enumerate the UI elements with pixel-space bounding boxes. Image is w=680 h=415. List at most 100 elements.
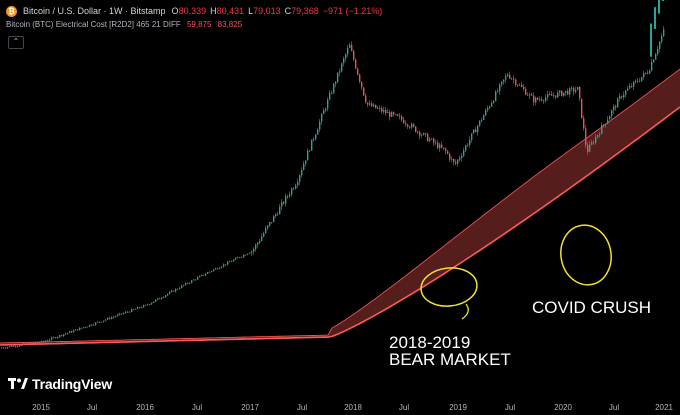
candle-body: [361, 81, 363, 88]
candle-body: [295, 185, 297, 189]
candle-body: [49, 339, 51, 341]
collapse-legend-button[interactable]: ⌃: [8, 36, 24, 49]
candle-body: [261, 236, 263, 241]
x-tick: Jul: [608, 403, 620, 412]
candle-body: [391, 112, 393, 117]
candle-body: [409, 126, 411, 128]
candle-body: [93, 324, 95, 326]
candle-body: [631, 86, 633, 87]
candle-body: [421, 134, 423, 136]
indicator-legend[interactable]: Bitcoin (BTC) Electrical Cost [R2D2] 465…: [6, 20, 242, 29]
candle-body: [301, 169, 303, 176]
candle-body: [529, 94, 531, 96]
candle-body: [197, 277, 199, 280]
candle-body: [603, 124, 605, 126]
x-tick: Jul: [504, 403, 516, 412]
candle-body: [439, 144, 441, 149]
candle-body: [267, 225, 269, 229]
candle-body: [167, 293, 169, 296]
candle-body: [321, 113, 323, 122]
candle-body: [461, 155, 463, 159]
candle-body: [333, 83, 335, 93]
candle-body: [431, 138, 433, 140]
candle-body: [169, 291, 171, 294]
time-axis[interactable]: 2015 Jul 2016 Jul 2017 Jul 2018 Jul 2019…: [0, 400, 680, 415]
candle-body: [5, 347, 7, 349]
candle-body: [257, 242, 259, 245]
candle-body: [503, 79, 505, 82]
candle-body: [479, 120, 481, 126]
candle-body: [71, 331, 73, 333]
candle-body: [543, 100, 545, 102]
candle-body: [650, 23, 652, 57]
candle-body: [199, 275, 201, 278]
x-tick: Jul: [86, 403, 98, 412]
candle-body: [21, 344, 23, 346]
candle-body: [59, 335, 61, 337]
price-chart[interactable]: [0, 0, 680, 400]
candle-body: [241, 256, 243, 258]
candle-body: [91, 324, 93, 326]
candle-body: [189, 282, 191, 284]
candle-body: [175, 289, 177, 292]
candle-body: [215, 268, 217, 270]
covid-crush-circle: [560, 224, 612, 286]
candle-body: [475, 129, 477, 133]
candle-body: [207, 272, 209, 274]
candle-body: [425, 133, 427, 135]
candle-body: [161, 297, 163, 299]
candle-body: [107, 317, 109, 320]
candle-body: [447, 151, 449, 154]
candle-body: [255, 244, 257, 250]
tradingview-wordmark: TradingView: [32, 376, 113, 392]
candle-body: [305, 160, 307, 164]
candle-body: [615, 106, 617, 108]
candle-body: [489, 106, 491, 109]
candle-body: [281, 202, 283, 207]
candle-body: [627, 88, 629, 91]
x-tick: 2021: [655, 403, 673, 412]
candle-body: [45, 340, 47, 342]
tradingview-logo[interactable]: TradingView: [8, 376, 112, 392]
candle-body: [459, 158, 461, 160]
high-value: 80,431: [216, 6, 245, 16]
candle-body: [81, 327, 83, 329]
symbol-title[interactable]: Bitcoin / U.S. Dollar · 1W · Bitstamp: [23, 6, 166, 16]
candle-body: [413, 124, 415, 127]
x-tick: 2019: [449, 403, 467, 412]
candle-body: [73, 330, 75, 333]
candle-body: [583, 118, 585, 129]
candle-body: [313, 139, 315, 140]
x-tick: Jul: [191, 403, 203, 412]
candle-body: [237, 257, 239, 259]
candle-body: [231, 261, 233, 262]
candle-body: [605, 123, 607, 125]
candle-body: [593, 142, 595, 144]
candle-body: [437, 142, 439, 149]
candle-body: [495, 91, 497, 101]
candle-body: [235, 257, 237, 260]
candle-body: [525, 89, 527, 95]
candle-body: [11, 346, 13, 347]
candle-body: [469, 139, 471, 145]
candle-body: [83, 327, 85, 329]
candle-body: [379, 108, 381, 109]
candle-body: [465, 145, 467, 151]
bitcoin-icon: ₿: [6, 5, 17, 17]
candle-body: [87, 326, 89, 328]
candle-body: [355, 59, 357, 69]
candle-body: [55, 337, 57, 339]
candle-body: [13, 345, 15, 347]
candle-body: [523, 86, 525, 90]
candle-body: [47, 340, 49, 342]
candle-body: [363, 87, 365, 96]
symbol-header[interactable]: ₿ Bitcoin / U.S. Dollar · 1W · Bitstamp …: [6, 4, 382, 18]
candle-body: [211, 271, 213, 272]
candle-body: [99, 321, 101, 323]
candle-body: [467, 144, 469, 146]
candle-body: [327, 99, 329, 109]
candle-body: [399, 115, 401, 117]
candle-body: [559, 90, 561, 93]
candle-body: [331, 92, 333, 94]
candle-body: [51, 337, 53, 340]
